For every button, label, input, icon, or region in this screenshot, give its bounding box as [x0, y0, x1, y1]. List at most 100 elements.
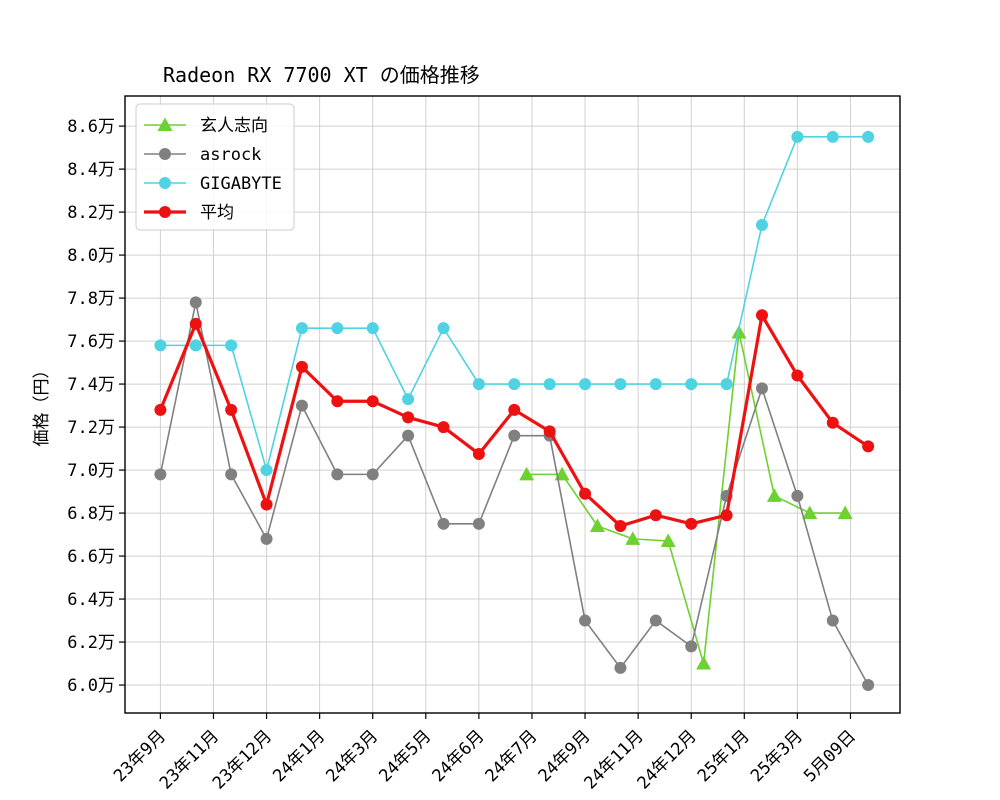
x-tick-label: 24年6月	[429, 726, 489, 786]
data-point	[331, 322, 344, 335]
legend-label: GIGABYTE	[200, 174, 282, 194]
legend-marker	[157, 117, 173, 131]
data-point	[508, 378, 521, 391]
data-point	[837, 505, 853, 520]
y-tick-label: 7.4万	[67, 375, 115, 395]
data-point	[260, 532, 273, 545]
data-point	[331, 395, 344, 408]
data-point	[826, 130, 839, 143]
y-tick-label: 8.6万	[67, 117, 115, 137]
legend-label: asrock	[200, 145, 261, 165]
data-point	[720, 509, 733, 522]
x-tick-label: 23年12月	[209, 726, 276, 793]
series-2	[154, 130, 875, 477]
data-point	[685, 640, 698, 653]
data-point	[579, 487, 592, 500]
legend: 玄人志向 asrock GIGABYTE 平均	[135, 103, 295, 231]
data-point	[755, 309, 768, 322]
legend-marker	[159, 177, 171, 189]
data-point	[862, 130, 875, 143]
data-point	[614, 519, 627, 532]
data-point	[614, 661, 627, 674]
data-point	[437, 421, 450, 434]
data-point	[402, 429, 415, 442]
data-point	[472, 517, 485, 530]
x-tick-label: 24年12月	[634, 726, 701, 793]
y-tick-label: 7.2万	[67, 418, 115, 438]
data-point	[225, 403, 238, 416]
data-point	[660, 533, 676, 548]
y-tick-label: 7.6万	[67, 332, 115, 352]
data-point	[189, 317, 202, 330]
data-point	[543, 378, 556, 391]
data-point	[649, 614, 662, 627]
data-point	[366, 395, 379, 408]
data-point	[791, 130, 804, 143]
series-line	[526, 331, 846, 665]
x-tick-label: 24年3月	[322, 726, 382, 786]
y-tick-label: 8.0万	[67, 246, 115, 266]
data-point	[472, 447, 485, 460]
data-point	[154, 339, 167, 352]
data-point	[755, 218, 768, 231]
data-point	[543, 425, 556, 438]
y-tick-label: 7.8万	[67, 289, 115, 309]
plot-frame	[124, 95, 901, 714]
data-point	[189, 296, 202, 309]
data-point	[189, 339, 202, 352]
y-tick-label: 7.0万	[67, 461, 115, 481]
y-axis: 6.0万 6.2万 6.4万 6.6万 6.8万 7.0万 7.2万 7.4万 7.6万 7.8万…	[67, 117, 125, 696]
x-tick-label: 24年7月	[482, 726, 542, 786]
data-point	[225, 339, 238, 352]
series-1	[154, 296, 875, 692]
data-point	[826, 416, 839, 429]
y-tick-label: 6.8万	[67, 504, 115, 524]
data-point	[225, 468, 238, 481]
data-point	[402, 393, 415, 406]
data-point	[802, 505, 818, 520]
data-point	[295, 322, 308, 335]
x-tick-label: 5月09日	[800, 726, 860, 786]
data-point	[508, 403, 521, 416]
legend-box	[135, 103, 295, 231]
series-layer	[154, 130, 875, 692]
data-point	[649, 378, 662, 391]
data-point	[685, 517, 698, 530]
data-point	[437, 517, 450, 530]
legend-marker	[159, 148, 171, 160]
legend-label: 平均	[200, 203, 234, 223]
x-tick-label: 25年1月	[694, 726, 754, 786]
x-axis: 23年9月23年11月23年12月24年1月24年3月24年5月24年6月24年…	[110, 713, 860, 794]
data-point	[862, 679, 875, 692]
data-point	[791, 489, 804, 502]
data-point	[260, 498, 273, 511]
data-point	[366, 322, 379, 335]
data-point	[331, 468, 344, 481]
data-point	[295, 360, 308, 373]
data-point	[614, 378, 627, 391]
x-tick-label: 24年5月	[375, 726, 435, 786]
y-tick-label: 6.0万	[67, 676, 115, 696]
data-point	[519, 466, 535, 481]
data-point	[826, 614, 839, 627]
data-point	[589, 518, 605, 532]
data-point	[295, 399, 308, 412]
y-tick-label: 6.4万	[67, 590, 115, 610]
y-axis-label: 価格（円）	[32, 362, 52, 447]
data-point	[472, 378, 485, 391]
data-point	[437, 322, 450, 335]
data-point	[625, 531, 641, 545]
data-point	[862, 440, 875, 453]
data-point	[579, 614, 592, 627]
data-point	[649, 509, 662, 522]
data-point	[755, 382, 768, 395]
y-tick-label: 8.4万	[67, 160, 115, 180]
data-point	[579, 378, 592, 391]
data-point	[260, 464, 273, 477]
data-point	[154, 403, 167, 416]
data-point	[685, 378, 698, 391]
series-3	[154, 309, 875, 532]
y-tick-label: 6.2万	[67, 633, 115, 653]
data-point	[696, 656, 712, 670]
